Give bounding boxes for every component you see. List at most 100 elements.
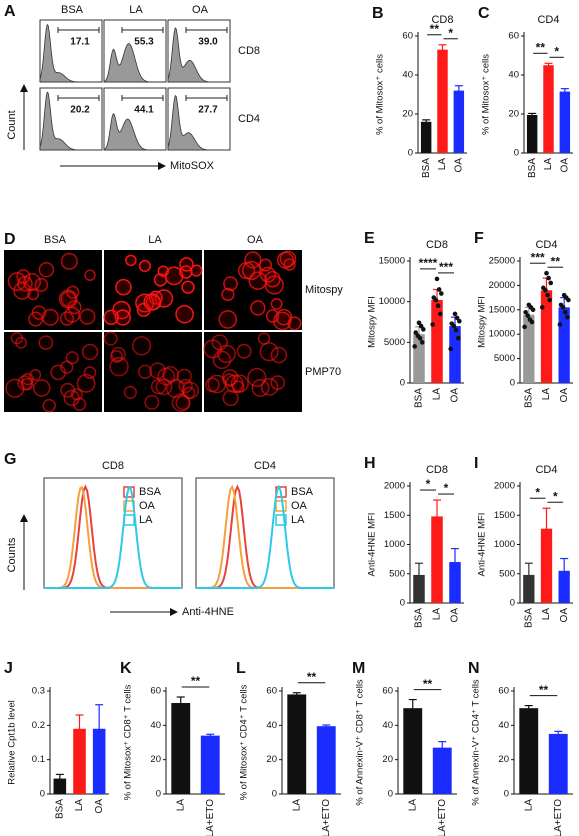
cell: [109, 356, 129, 377]
cell: [242, 260, 262, 281]
gate-value: 17.1: [70, 37, 90, 48]
data-point: [541, 285, 546, 291]
cell: [248, 271, 268, 290]
bar: [523, 574, 535, 603]
cell: [258, 258, 273, 272]
x-tick-label: LA: [541, 608, 552, 621]
x-tick-label: BSA: [523, 388, 534, 408]
bar: [73, 728, 86, 794]
x-tick-label: OA: [559, 158, 570, 173]
y-tick-label: 40: [382, 720, 393, 731]
cell: [250, 300, 266, 316]
x-tick-label: LA: [523, 799, 534, 812]
histogram: [39, 23, 102, 83]
bar: [413, 334, 425, 383]
column-header: BSA: [61, 4, 84, 16]
row-label: CD4: [238, 113, 260, 125]
column-header: LA: [129, 4, 143, 16]
panel-letter: H: [364, 455, 376, 472]
column-header: OA: [247, 234, 264, 246]
histogram-curve: [44, 486, 182, 589]
x-axis-label: Anti-4HNE: [182, 606, 234, 618]
significance-label: *: [444, 481, 449, 495]
y-axis-label: Mitospy MFI: [367, 296, 378, 348]
significance-label: *: [535, 485, 540, 499]
y-tick-label: 5000: [384, 337, 405, 348]
cell: [171, 393, 191, 413]
data-point: [421, 327, 426, 332]
chart-title: CD4: [535, 464, 557, 476]
y-tick-label: 20: [508, 109, 519, 120]
arrow-head: [158, 162, 166, 170]
chart-title: CD8: [431, 14, 453, 26]
y-axis-label: Relative Cpt1b level: [7, 700, 18, 785]
arrow-head: [170, 608, 178, 616]
cell: [27, 288, 40, 301]
data-point: [546, 275, 551, 281]
data-point: [526, 302, 532, 308]
bar: [558, 307, 570, 383]
gate-value: 20.2: [70, 105, 90, 116]
x-tick-label: OA: [559, 388, 570, 403]
chart-title: CD8: [426, 239, 448, 251]
cell: [42, 398, 56, 413]
data-point: [418, 323, 424, 329]
cell: [251, 378, 270, 397]
y-tick-label: 0.2: [32, 720, 45, 731]
cell: [60, 291, 77, 307]
y-tick-label: 15000: [379, 256, 405, 267]
y-tick-label: 2000: [494, 481, 515, 492]
data-point: [430, 322, 435, 327]
x-tick-label: OA: [453, 158, 464, 173]
data-point: [545, 292, 550, 298]
data-point: [434, 276, 440, 282]
cell: [175, 304, 194, 324]
row-label: Mitospy: [305, 284, 343, 296]
y-tick-label: 0: [504, 789, 509, 800]
bar: [200, 735, 220, 794]
cell: [21, 372, 35, 386]
legend-label: OA: [139, 500, 156, 512]
significance-label: **: [430, 22, 440, 36]
x-tick-label: BSA: [54, 799, 65, 819]
cell: [60, 382, 76, 398]
y-tick-label: 15000: [489, 304, 515, 315]
y-tick-label: 0: [388, 789, 393, 800]
y-tick-label: 40: [150, 720, 161, 731]
data-point: [413, 330, 419, 335]
y-tick-label: 2000: [384, 481, 405, 492]
cell: [179, 257, 194, 272]
cell: [176, 368, 192, 384]
y-tick-label: 60: [498, 686, 509, 697]
histogram: [167, 27, 230, 83]
cell: [144, 394, 160, 410]
y-tick-label: 40: [498, 720, 509, 731]
data-point: [454, 315, 460, 321]
y-axis-label: % of Mitosox⁺ CD8⁺ T cells: [123, 684, 134, 800]
cell: [143, 293, 161, 311]
x-tick-label: LA+ETO: [437, 799, 448, 836]
data-point: [565, 314, 570, 320]
bar: [431, 300, 443, 383]
x-tick-label: LA: [432, 608, 443, 621]
y-axis-label: Anti-4HNE MFI: [367, 513, 378, 577]
bar: [453, 90, 465, 153]
cell: [181, 280, 195, 294]
significance-label: **: [423, 677, 433, 691]
cell: [260, 378, 279, 396]
panel-letter: N: [468, 660, 480, 677]
cell: [257, 332, 271, 345]
data-point: [457, 318, 462, 324]
bar: [287, 694, 307, 794]
y-tick-label: 10000: [379, 296, 405, 307]
legend-label: BSA: [291, 486, 314, 498]
data-point: [557, 322, 563, 327]
panel-letter: I: [474, 455, 478, 472]
y-tick-label: 40: [508, 70, 519, 81]
x-tick-label: LA: [437, 158, 448, 171]
bar: [437, 49, 448, 153]
cell: [264, 271, 281, 288]
panel-letter: B: [372, 5, 384, 22]
chart-title: CD8: [102, 460, 124, 472]
